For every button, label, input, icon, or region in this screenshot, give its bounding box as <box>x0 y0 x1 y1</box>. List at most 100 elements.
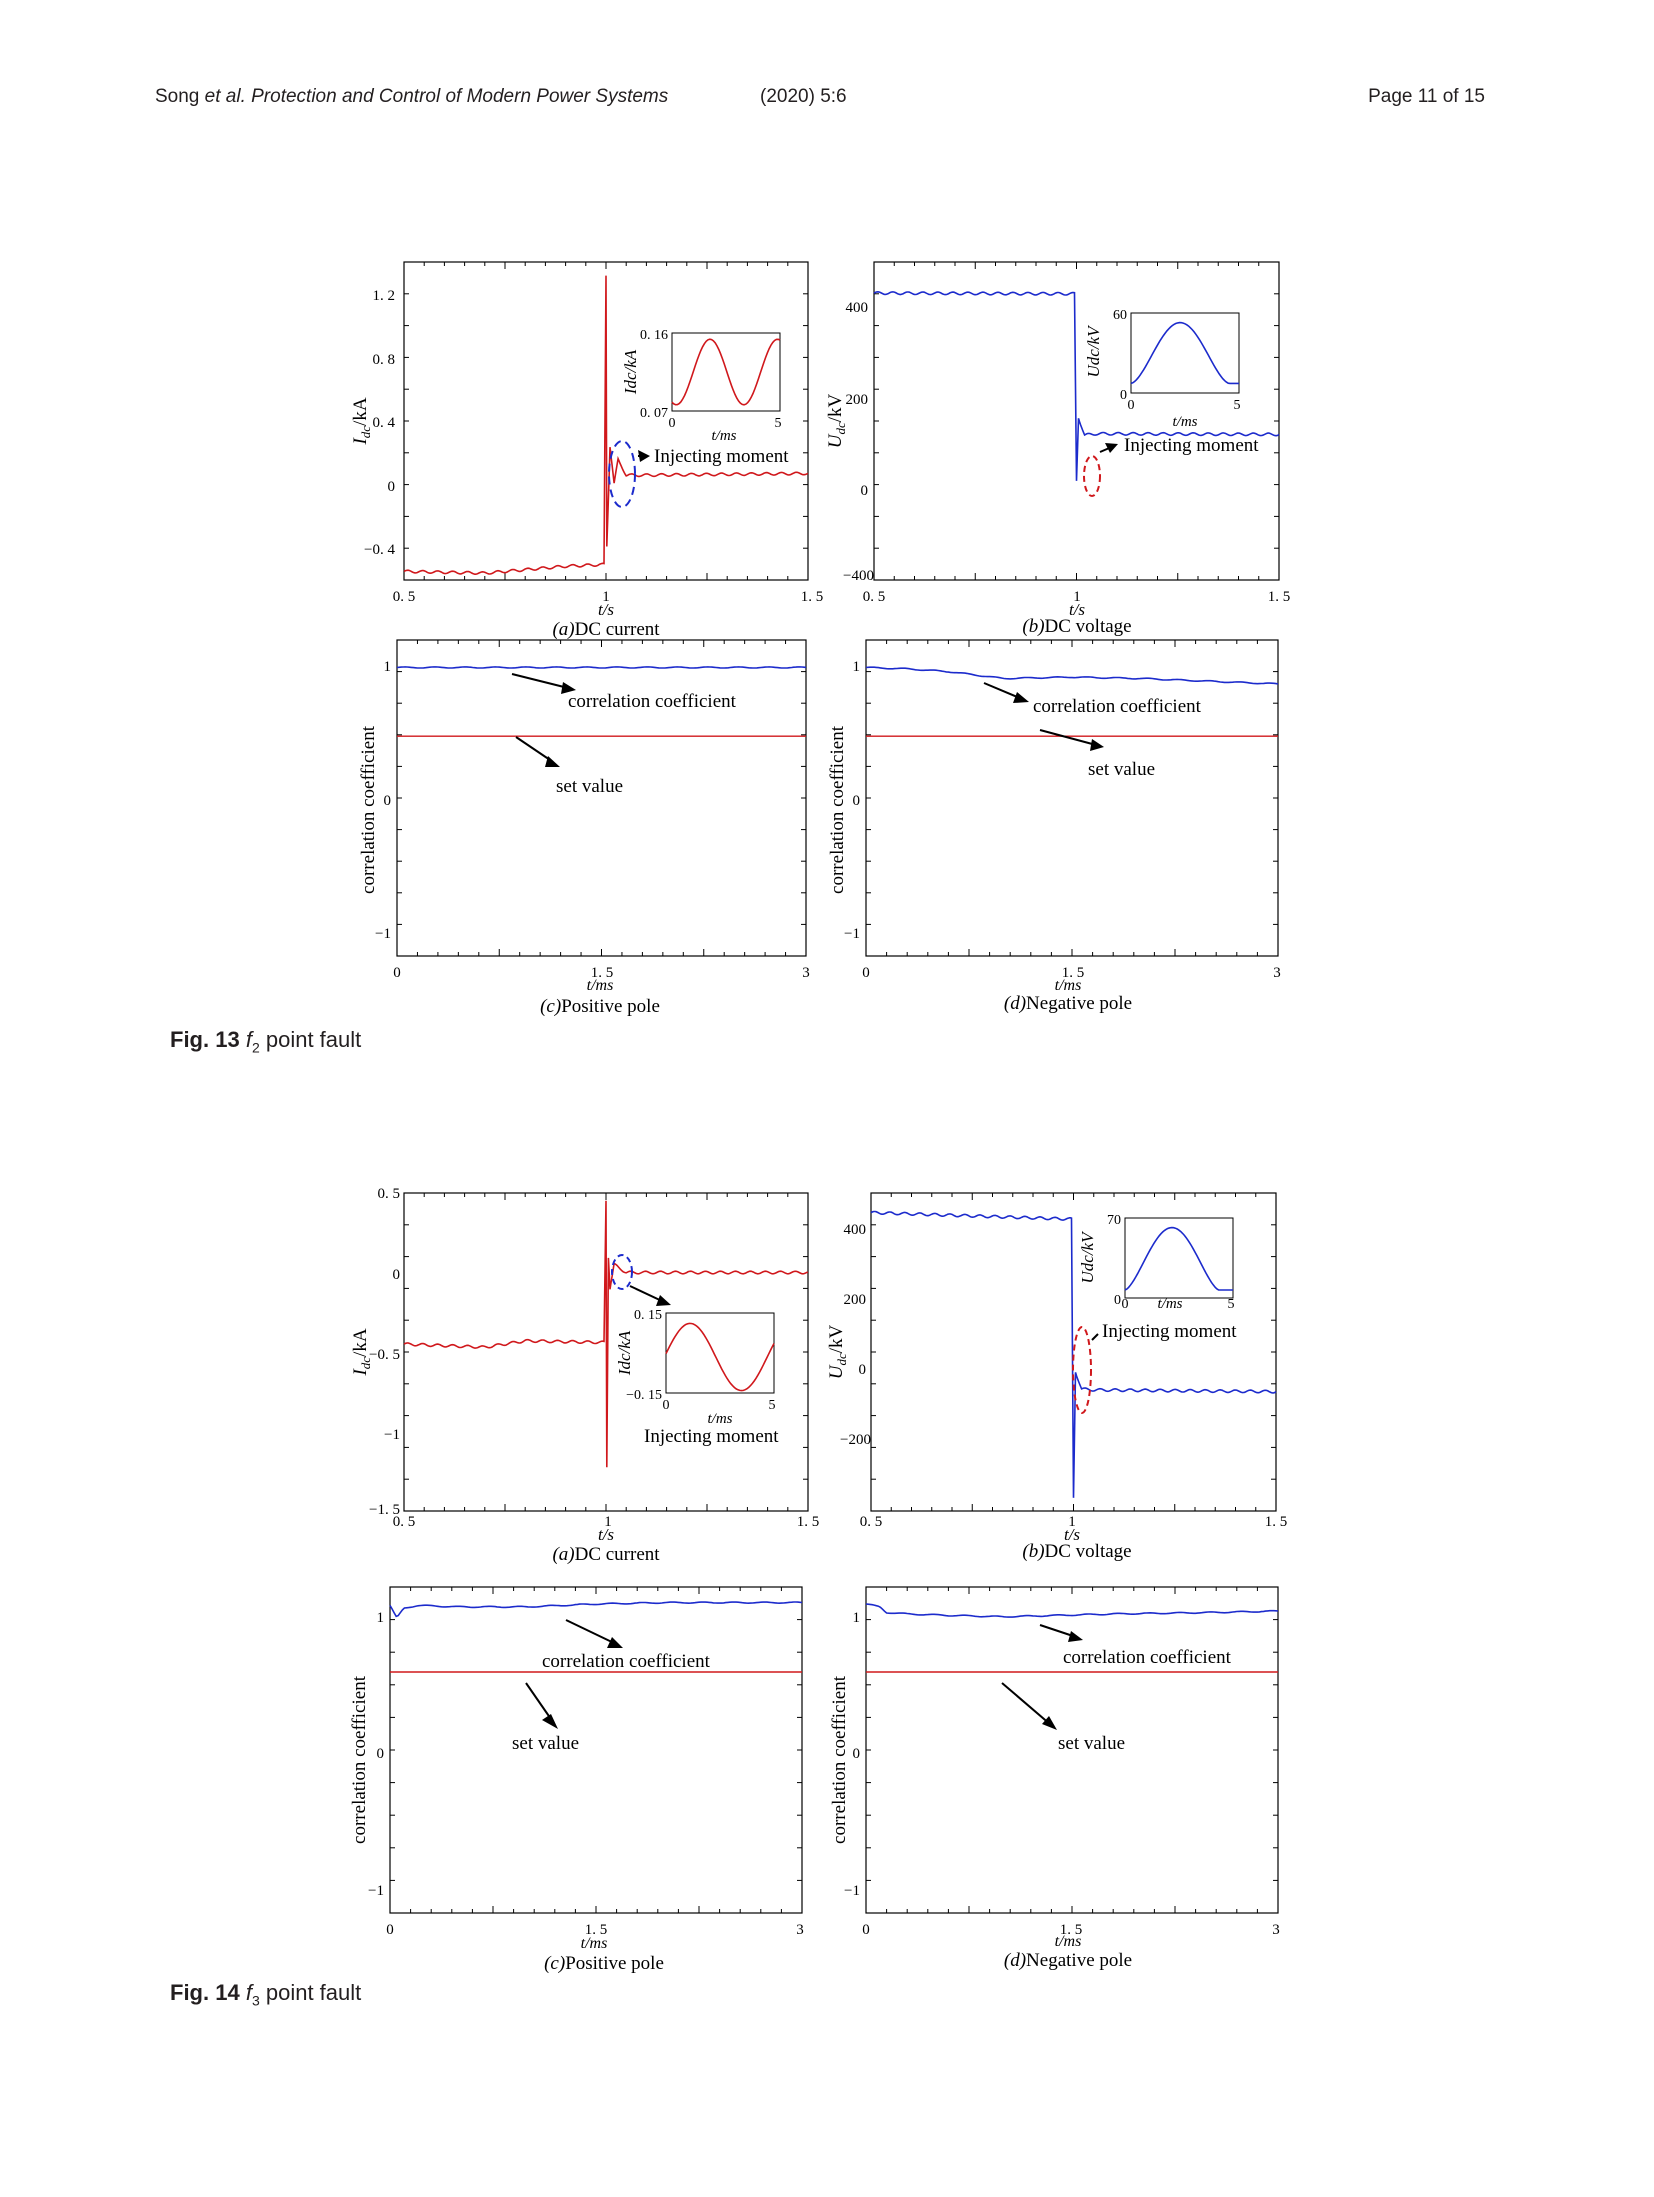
fig13-b-inset-frame <box>1130 312 1240 394</box>
fig13-a-ytick-2: 0. 8 <box>373 352 396 368</box>
fig13-d-correlation-series <box>865 666 1279 685</box>
header-authors: Song et al. Protection and Control of Mo… <box>155 86 669 107</box>
fig13-a-ticks <box>404 262 808 580</box>
fig13-a-xtick-2: 1 <box>602 589 610 605</box>
fig14-a-arrowhead <box>656 1295 671 1306</box>
fig13-b-xlabel: t/s <box>1069 600 1085 619</box>
fig14-b-inset-frame <box>1124 1217 1234 1299</box>
fig14-c-ylabel: correlation coefficient <box>349 1675 370 1844</box>
fig14-a-xlabel: t/s <box>598 1525 614 1544</box>
fig14-b-ylabel: Udc/kV <box>826 1324 849 1379</box>
fig14-a-xtick-3: 1. 5 <box>797 1514 820 1530</box>
fig13-c-xlabel: t/ms <box>587 977 614 994</box>
fig14-c-set-arrowhead <box>542 1714 558 1729</box>
fig13-d-ytick-2: 0 <box>853 793 861 809</box>
fig13-b-caption: (b)DC voltage <box>1022 616 1131 637</box>
fig13-c-xtick-3: 3 <box>802 965 810 981</box>
fig14-a-inset-ylabel: Idc/kA <box>615 1330 634 1376</box>
fig13-a-inset-frame <box>671 332 781 412</box>
fig13-a-inset-xlabel: t/ms <box>711 428 736 444</box>
fig14-b-inset-xtick-1: 0 <box>1122 1297 1129 1312</box>
figure-13: 1. 2 0. 8 0. 4 0 −0. 4 0. 5 1 1. 5 t/s I… <box>350 261 1291 1017</box>
fig13-d-xtick-3: 3 <box>1273 965 1281 981</box>
fig14-panel-d: 1 0 −1 0 1. 5 3 t/ms correlation coeffic… <box>829 1586 1280 1971</box>
fig14-c-ticks <box>390 1587 802 1913</box>
fig14-b-inset-ytick-2: 0 <box>1114 1293 1121 1308</box>
fig14-panel-a: 0. 5 0 −0. 5 −1 −1. 5 0. 5 1 1. 5 t/s Id… <box>350 1186 819 1565</box>
fig14-b-voltage-series <box>870 1210 1277 1498</box>
fig13-a-inset-ytick-1: 0. 16 <box>640 328 668 343</box>
fig14-b-annotation: Injecting moment <box>1102 1321 1237 1342</box>
fig13-b-inset-xtick-1: 0 <box>1128 398 1135 413</box>
fig14-d-xlabel: t/ms <box>1055 1933 1082 1950</box>
fig13-panel-a: 1. 2 0. 8 0. 4 0 −0. 4 0. 5 1 1. 5 t/s I… <box>350 261 824 640</box>
fig14-c-cc-arrow <box>565 1619 617 1645</box>
fig14-a-xtick-2: 1 <box>604 1514 612 1530</box>
fig14-b-inset-xtick-2: 5 <box>1228 1297 1235 1312</box>
fig14-b-injection-ellipse <box>1072 1326 1092 1414</box>
fig14-b-ticks <box>871 1193 1276 1511</box>
fig13-b-xtick-1: 0. 5 <box>863 589 886 605</box>
fig13-a-annotation: Injecting moment <box>654 446 789 467</box>
fig14-d-ytick-3: −1 <box>844 1883 860 1899</box>
fig14-panel-b: 400 200 0 −200 0. 5 1 1. 5 t/s Udc/kV In… <box>826 1192 1287 1562</box>
fig13-b-inset-ylabel: Udc/kV <box>1084 324 1103 378</box>
fig14-d-cc-arrowhead <box>1068 1631 1083 1642</box>
fig13-a-ylabel: Idc/kA <box>350 397 373 445</box>
fig13-b-arrowhead <box>1105 443 1118 453</box>
fig14-a-inset-frame <box>665 1312 775 1394</box>
fig14-b-ytick-2: 200 <box>844 1292 867 1308</box>
fig14-d-cc-arrow <box>1039 1624 1077 1638</box>
fig14-a-ylabel: Idc/kA <box>350 1328 373 1376</box>
fig14-d-correlation-series <box>865 1603 1279 1618</box>
fig14-a-inset-ytick-1: 0. 15 <box>634 1308 662 1323</box>
fig14-d-ytick-1: 1 <box>853 1610 861 1626</box>
fig13-b-ytick-2: 200 <box>846 392 869 408</box>
fig14-c-ytick-1: 1 <box>377 1610 385 1626</box>
fig13-c-set-arrowhead <box>545 756 560 767</box>
fig13-d-xlabel: t/ms <box>1055 977 1082 994</box>
fig14-a-current-series <box>403 1200 809 1468</box>
fig14-a-ytick-5: −1. 5 <box>369 1502 400 1518</box>
fig13-d-set-arrowhead <box>1090 739 1104 751</box>
fig13-b-inset-ytick-2: 0 <box>1120 388 1127 403</box>
fig13-b-inset-xlabel: t/ms <box>1172 414 1197 430</box>
fig13-a-ytick-1: 1. 2 <box>373 288 396 304</box>
fig13-a-ytick-4: 0 <box>388 479 396 495</box>
fig13-a-inset-xtick-2: 5 <box>775 416 782 431</box>
fig13-d-ylabel: correlation coefficient <box>827 725 848 894</box>
fig13-d-xtick-1: 0 <box>862 965 870 981</box>
fig14-b-inset-xlabel: t/ms <box>1157 1296 1182 1312</box>
fig13-c-xtick-2: 1. 5 <box>591 965 614 981</box>
fig13-a-caption: (a)DC current <box>552 619 660 640</box>
fig13-a-xtick-3: 1. 5 <box>801 589 824 605</box>
fig14-d-ticks <box>866 1587 1278 1913</box>
fig14-d-annot-cc: correlation coefficient <box>1063 1647 1232 1668</box>
fig14-panel-c: 1 0 −1 0 1. 5 3 t/ms correlation coeffic… <box>349 1586 804 1974</box>
fig14-c-xtick-2: 1. 5 <box>585 1922 608 1938</box>
fig13-c-caption: (c)Positive pole <box>540 996 660 1017</box>
fig13-caption: Fig. 13 f2 point fault <box>170 1027 362 1056</box>
running-header: Song et al. Protection and Control of Mo… <box>155 86 1485 116</box>
fig14-a-annotation-arrow <box>629 1285 665 1303</box>
fig13-c-ticks <box>397 640 806 956</box>
fig13-a-xtick-1: 0. 5 <box>393 589 416 605</box>
fig13-c-cc-arrowhead <box>561 682 576 694</box>
fig13-b-xtick-3: 1. 5 <box>1268 589 1291 605</box>
fig14-c-correlation-series <box>389 1601 803 1618</box>
fig13-b-inset-series <box>1130 321 1239 385</box>
fig14-d-ytick-2: 0 <box>853 1746 861 1762</box>
fig14-a-ytick-3: −0. 5 <box>369 1347 400 1363</box>
fig13-b-inset-ytick-1: 60 <box>1113 308 1127 323</box>
fig14-a-ytick-4: −1 <box>384 1427 400 1443</box>
fig13-d-annot-set: set value <box>1088 759 1155 780</box>
fig14-b-ytick-1: 400 <box>844 1222 867 1238</box>
fig14-c-annot-cc: correlation coefficient <box>542 1651 711 1672</box>
fig14-d-set-arrow <box>1001 1682 1052 1726</box>
fig14-d-ylabel: correlation coefficient <box>829 1675 850 1844</box>
fig13-c-xtick-1: 0 <box>393 965 401 981</box>
fig14-a-inset-xtick-1: 0 <box>663 1398 670 1413</box>
fig14-c-ytick-2: 0 <box>377 1746 385 1762</box>
fig14-c-xlabel: t/ms <box>581 1935 608 1952</box>
fig14-d-xtick-1: 0 <box>862 1922 870 1938</box>
